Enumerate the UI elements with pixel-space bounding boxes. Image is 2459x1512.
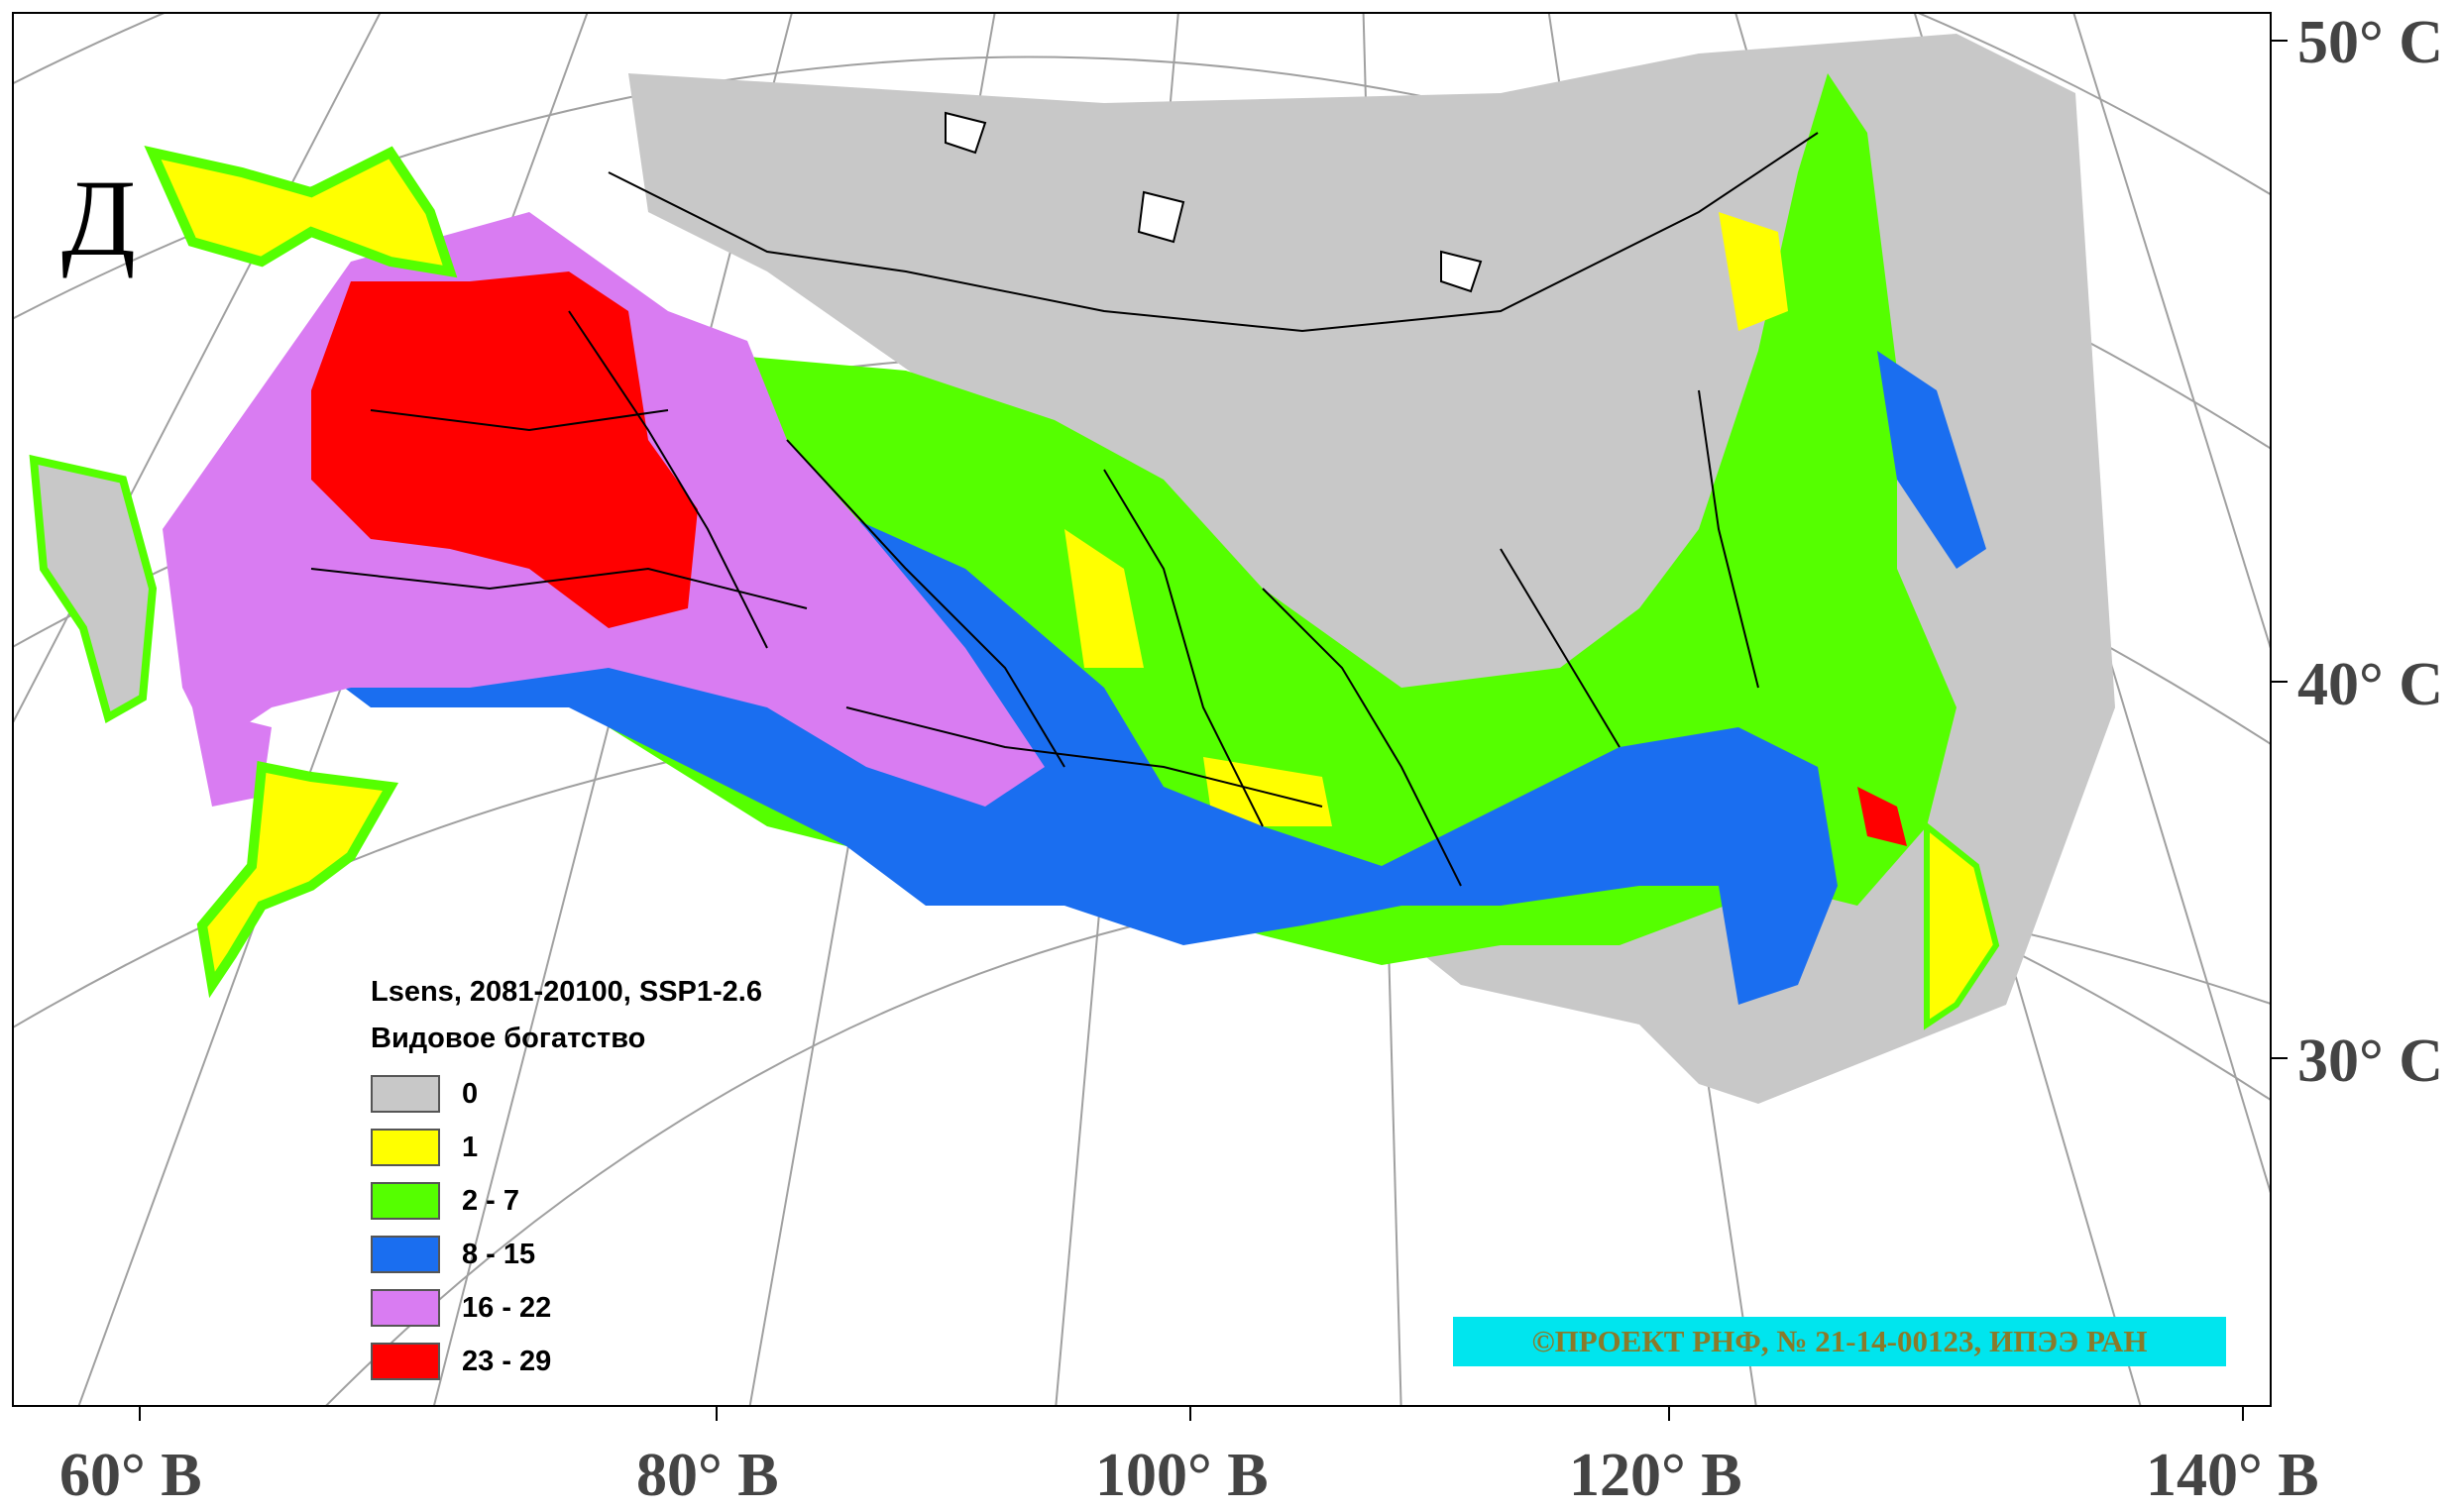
lon-tick <box>1189 1405 1191 1421</box>
lat-label: 40° С <box>2297 651 2444 718</box>
lon-tick <box>2242 1405 2244 1421</box>
legend-label: 16 - 22 <box>462 1291 552 1324</box>
range-nw-coast <box>144 145 458 278</box>
legend-swatch <box>371 1343 440 1380</box>
legend-item: 0 <box>371 1067 762 1121</box>
range-east-coast <box>1924 819 2000 1030</box>
legend-label: 23 - 29 <box>462 1345 552 1377</box>
lat-label: 50° С <box>2297 9 2444 76</box>
range-yellow-east <box>1719 212 1788 331</box>
lon-label: 80° В <box>636 1442 779 1509</box>
legend-label: 1 <box>462 1131 479 1163</box>
lon-label: 100° В <box>1095 1442 1269 1509</box>
legend-item: 16 - 22 <box>371 1281 762 1335</box>
range-violet-sw <box>192 707 272 807</box>
legend-item: 8 - 15 <box>371 1228 762 1281</box>
legend-subtitle: Видовое богатство <box>371 1023 646 1054</box>
lon-label: 140° В <box>2146 1442 2319 1509</box>
legend-swatch <box>371 1236 440 1273</box>
map-frame <box>12 12 2272 1407</box>
lon-label: 120° В <box>1569 1442 1742 1509</box>
lon-tick <box>1668 1405 1670 1421</box>
legend-title: Lsens, 2081-20100, SSP1-2.6 <box>371 976 762 1008</box>
legend-item: 2 - 7 <box>371 1174 762 1228</box>
legend-label: 0 <box>462 1077 479 1110</box>
legend-label: 8 - 15 <box>462 1238 536 1270</box>
lat-tick <box>2272 1057 2288 1059</box>
legend-swatch <box>371 1075 440 1113</box>
legend: Lsens, 2081-20100, SSP1-2.6 Видовое бога… <box>371 976 762 1388</box>
region-borders <box>310 132 1819 887</box>
legend-label: 2 - 7 <box>462 1184 520 1217</box>
range-yellow-band <box>1064 529 1144 668</box>
range-yellow-south <box>1203 757 1332 826</box>
legend-swatch <box>371 1289 440 1327</box>
lat-tick <box>2272 40 2288 42</box>
legend-swatch <box>371 1129 440 1166</box>
range-blue-east <box>1877 351 1986 569</box>
range-red-east <box>1857 787 1907 846</box>
lon-tick <box>139 1405 141 1421</box>
legend-item: 1 <box>371 1121 762 1174</box>
legend-items: 0 1 2 - 7 8 - 15 16 - 22 23 - 29 <box>371 1067 762 1388</box>
map-canvas <box>14 14 2270 1405</box>
arctic-islands <box>945 111 1483 293</box>
legend-item: 23 - 29 <box>371 1335 762 1388</box>
credit-banner: ©ПРОЕКТ РНФ, № 21-14-00123, ИПЭЭ РАН <box>1453 1317 2226 1366</box>
lat-tick <box>2272 681 2288 683</box>
legend-swatch <box>371 1182 440 1220</box>
range-south-peninsula <box>196 761 399 999</box>
lon-tick <box>716 1405 718 1421</box>
lat-label: 30° С <box>2297 1027 2444 1095</box>
panel-letter: Д <box>61 158 137 278</box>
lon-label: 60° В <box>59 1442 202 1509</box>
range-zero-west <box>29 454 158 724</box>
